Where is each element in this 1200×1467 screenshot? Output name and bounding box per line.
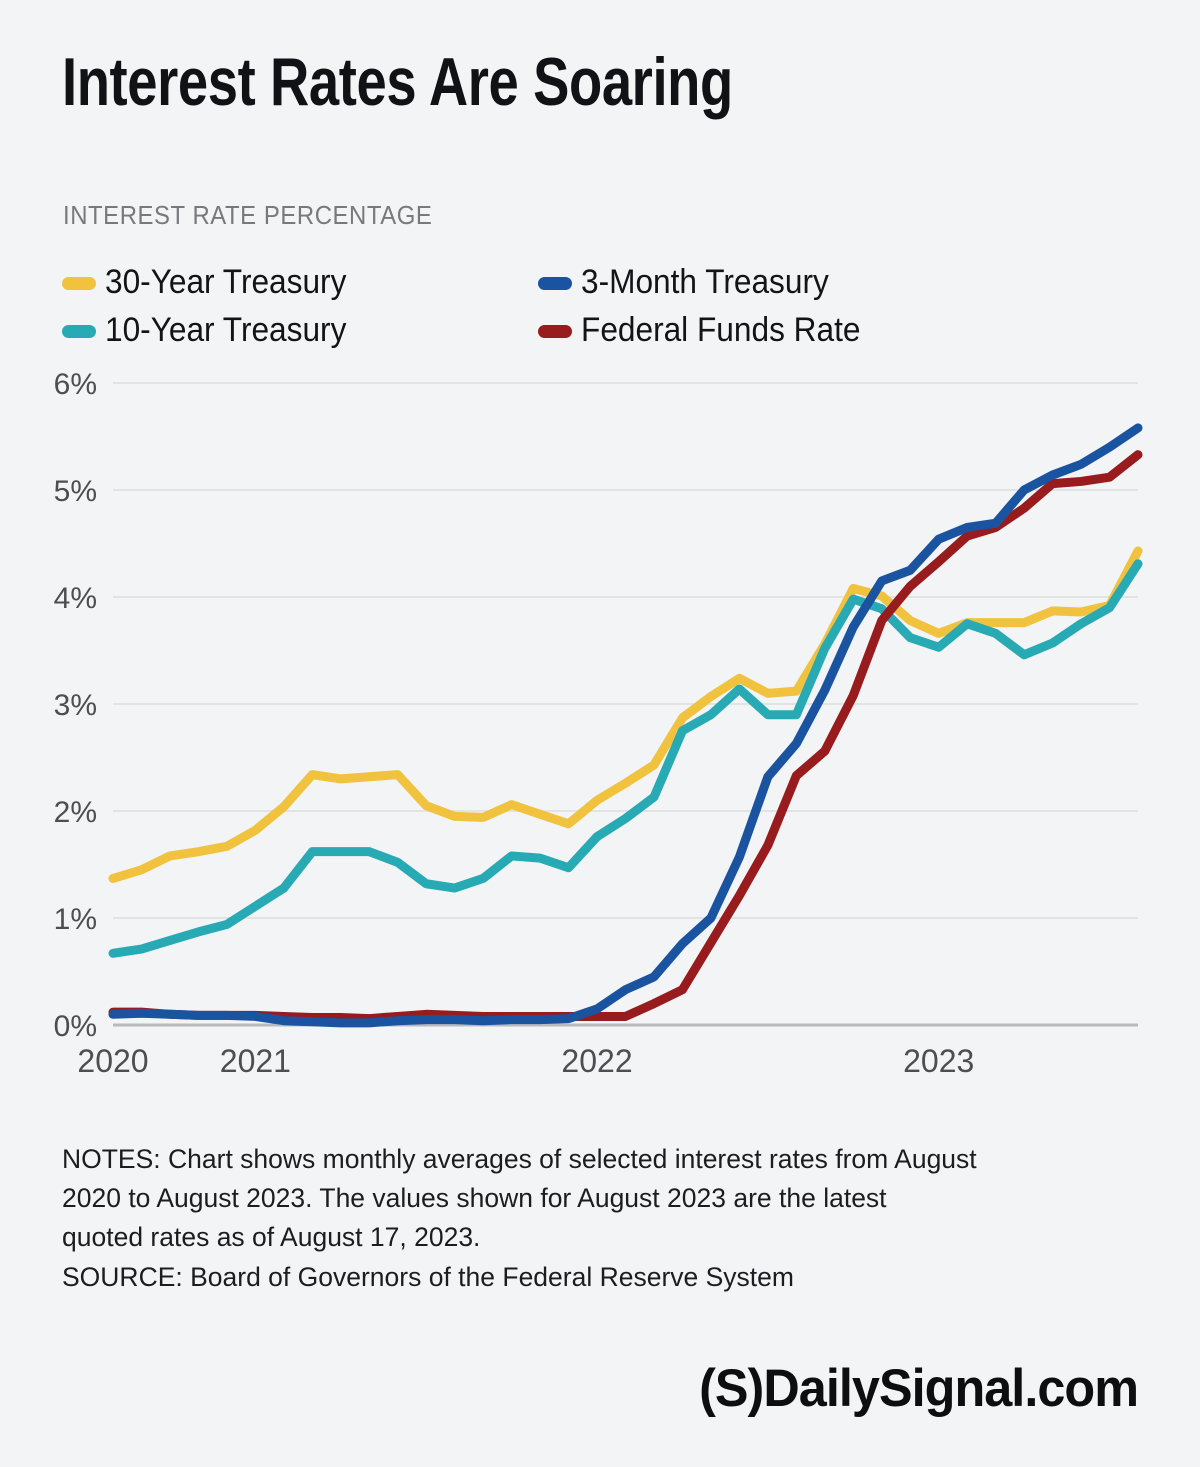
chart-legend: 30-Year Treasury 3-Month Treasury 10-Yea… (62, 258, 1062, 354)
chart-y-axis-labels: 0% 1% 2% 3% 4% 5% 6% (54, 368, 97, 1043)
notes-line-3: quoted rates as of August 17, 2023. (62, 1222, 481, 1253)
y-axis-tick-label: 5% (54, 475, 97, 508)
legend-label-30-year-treasury: 30-Year Treasury (105, 263, 347, 301)
chart-x-axis-labels: 2020 2021 2022 2023 (77, 1043, 974, 1079)
chart-notes: NOTES: Chart shows monthly averages of s… (62, 1140, 1142, 1297)
legend-swatch-30-year-treasury (62, 277, 96, 290)
x-axis-tick-label: 2021 (220, 1043, 291, 1079)
y-axis-tick-label: 6% (54, 368, 97, 401)
chart-svg: 0% 1% 2% 3% 4% 5% 6% 2020 2021 2022 2023 (54, 368, 1143, 1079)
legend-item-federal-funds-rate: Federal Funds Rate (538, 313, 882, 347)
legend-label-10-year-treasury: 10-Year Treasury (105, 311, 347, 349)
chart-gridlines (113, 382, 1138, 1027)
legend-swatch-10-year-treasury (62, 325, 96, 338)
legend-swatch-federal-funds-rate (538, 325, 572, 338)
legend-row-2: 10-Year Treasury Federal Funds Rate (62, 306, 1062, 354)
page-title: Interest Rates Are Soaring (62, 44, 733, 120)
chart-subtitle: INTEREST RATE PERCENTAGE (63, 200, 433, 230)
y-axis-tick-label: 0% (54, 1010, 97, 1043)
series-line (108, 559, 1143, 958)
notes-line-1: NOTES: Chart shows monthly averages of s… (62, 1144, 977, 1174)
x-axis-tick-label: 2023 (903, 1043, 974, 1079)
legend-item-10-year-treasury: 10-Year Treasury (62, 313, 538, 347)
x-axis-tick-label: 2022 (561, 1043, 632, 1079)
chart-series-lines (108, 423, 1143, 1028)
series-line (108, 450, 1143, 1024)
daily-signal-logo: (S)DailySignal.com (699, 1359, 1139, 1418)
y-axis-tick-label: 2% (54, 796, 97, 829)
legend-label-3-month-treasury: 3-Month Treasury (581, 263, 829, 301)
y-axis-tick-label: 4% (54, 582, 97, 615)
legend-row-1: 30-Year Treasury 3-Month Treasury (62, 258, 1062, 306)
legend-label-federal-funds-rate: Federal Funds Rate (581, 311, 861, 349)
x-axis-tick-label: 2020 (77, 1043, 148, 1079)
legend-item-30-year-treasury: 30-Year Treasury (62, 265, 538, 299)
y-axis-tick-label: 1% (54, 903, 97, 936)
series-line (108, 423, 1143, 1028)
series-line (108, 546, 1143, 883)
y-axis-tick-label: 3% (54, 689, 97, 722)
line-chart: 0% 1% 2% 3% 4% 5% 6% 2020 2021 2022 2023 (0, 360, 1200, 1090)
legend-item-3-month-treasury: 3-Month Treasury (538, 265, 847, 299)
notes-line-2: 2020 to August 2023. The values shown fo… (62, 1183, 887, 1214)
source-line: SOURCE: Board of Governors of the Federa… (62, 1261, 794, 1292)
legend-swatch-3-month-treasury (538, 277, 572, 290)
